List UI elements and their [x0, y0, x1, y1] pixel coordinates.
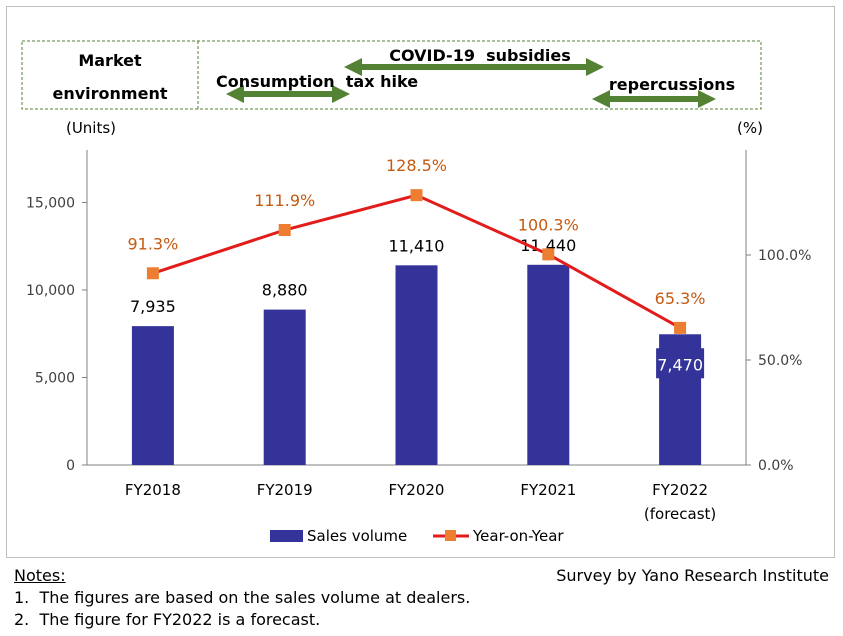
legend-swatch-yoy-marker	[445, 530, 456, 541]
yoy-value-label: 111.9%	[254, 191, 315, 210]
yoy-value-label: 91.3%	[127, 234, 178, 253]
yoy-marker	[674, 321, 687, 334]
y-left-tick-label: 15,000	[26, 196, 75, 212]
y-left-tick-label: 0	[66, 458, 75, 474]
bar-value-label: 11,410	[389, 236, 445, 255]
bar-value-label: 8,880	[262, 281, 308, 300]
y-left-tick-label: 5,000	[35, 371, 75, 387]
x-tick-sublabel: (forecast)	[644, 505, 716, 523]
bar-value-label: 11,440	[520, 236, 576, 255]
chart-frame: Market environment Consumption tax hike …	[6, 6, 835, 558]
yoy-marker	[278, 224, 291, 237]
notes-heading: Notes:	[14, 566, 66, 585]
y-left-axis-title: (Units)	[66, 119, 116, 137]
bar-fy2020	[395, 265, 438, 465]
yoy-value-label: 100.3%	[518, 215, 579, 234]
event-label-covid: COVID-19 subsidies	[389, 46, 571, 65]
x-tick-label: FY2022	[652, 481, 708, 499]
y-right-tick-label: 0.0%	[758, 458, 794, 474]
notes-section: Notes: Survey by Yano Research Institute…	[14, 566, 829, 629]
event-label-tax-hike: Consumption tax hike	[216, 72, 418, 91]
chart: Market environment Consumption tax hike …	[21, 40, 811, 545]
y-left-tick-label: 10,000	[26, 283, 75, 299]
bar-label-bg	[656, 348, 705, 379]
event-label-repercussions: repercussions	[609, 75, 735, 94]
y-right-tick-label: 50.0%	[758, 353, 802, 369]
y-right-tick-labels: 0.0% 50.0% 100.0%	[746, 248, 811, 474]
market-environment-label-line1: Market	[78, 51, 142, 70]
yoy-line-series: 91.3% 111.9% 128.5% 100.3% 65.3%	[127, 156, 706, 334]
note-line-2: 2. The figure for FY2022 is a forecast.	[14, 610, 321, 629]
y-right-axis-title: (%)	[737, 119, 763, 137]
yoy-marker	[542, 248, 555, 261]
legend-label-sales-volume: Sales volume	[307, 527, 407, 545]
yoy-value-label: 128.5%	[386, 156, 447, 175]
bar-fy2019	[263, 309, 306, 465]
bar-value-label: 7,935	[130, 297, 176, 316]
note-line-1: 1. The figures are based on the sales vo…	[14, 588, 471, 607]
bar-fy2018	[131, 326, 174, 465]
y-right-tick-label: 100.0%	[758, 248, 811, 264]
y-left-tick-labels: 0 5,000 10,000 15,000	[26, 196, 87, 474]
x-tick-label: FY2020	[389, 481, 445, 499]
yoy-marker	[410, 189, 423, 202]
x-tick-label: FY2019	[257, 481, 313, 499]
yoy-value-label: 65.3%	[655, 289, 706, 308]
bar-series: 7,935 8,880 11,410 11,440 7,470	[130, 236, 705, 465]
x-tick-labels: FY2018 FY2019 FY2020 FY2021 FY2022 (forecast)	[125, 481, 716, 523]
source-credit: Survey by Yano Research Institute	[556, 566, 829, 585]
yoy-marker	[146, 267, 159, 280]
legend-swatch-sales-volume	[270, 530, 303, 542]
market-environment-box	[21, 40, 762, 110]
legend-label-yoy: Year-on-Year	[472, 527, 564, 545]
market-environment-label-line2: environment	[53, 84, 168, 103]
x-tick-label: FY2018	[125, 481, 181, 499]
bar-value-label: 7,470	[657, 355, 703, 374]
x-tick-label: FY2021	[520, 481, 576, 499]
bar-fy2021	[527, 264, 570, 465]
